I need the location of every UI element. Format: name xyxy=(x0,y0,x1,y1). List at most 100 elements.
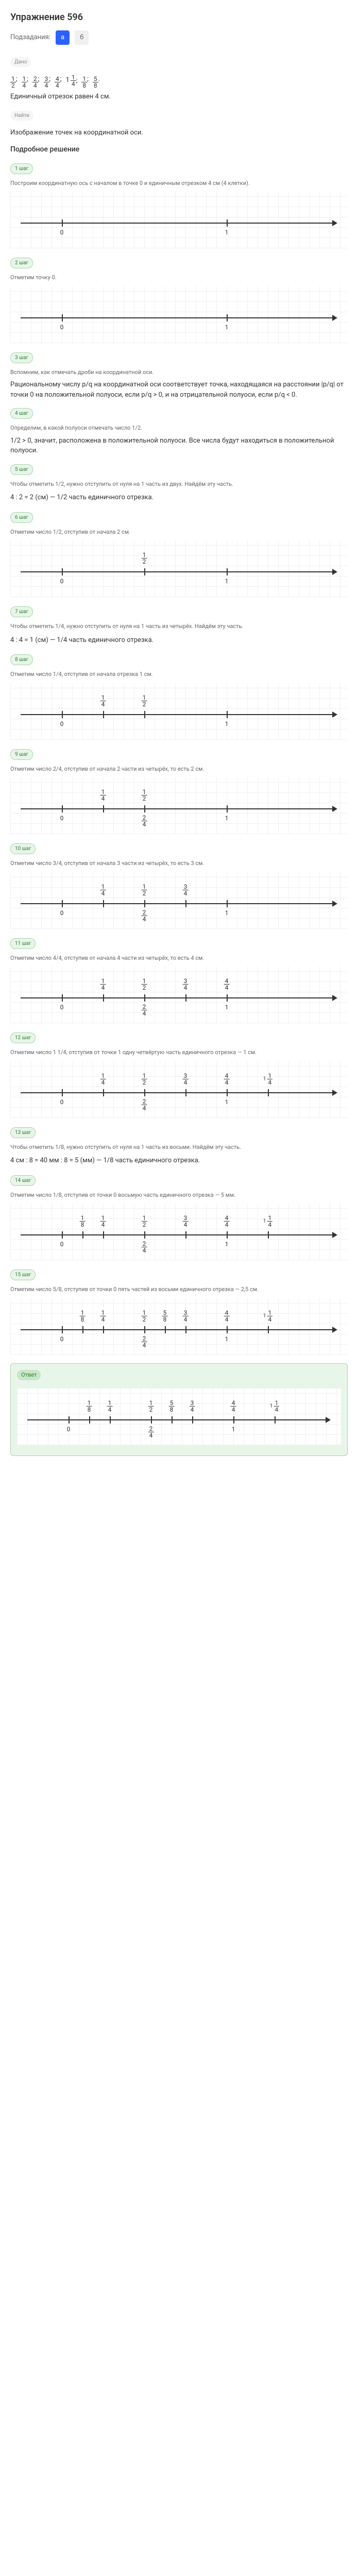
step: 7 шаг Чтобы отметить 1/4, нужно отступить… xyxy=(10,601,348,645)
tick xyxy=(144,805,145,812)
number-line: 01 xyxy=(21,217,337,238)
step-badge: 4 шаг xyxy=(10,408,33,419)
tick xyxy=(144,1326,145,1333)
tick-top-label: 34 xyxy=(183,1310,189,1323)
step-text: Отметим число 4/4, отступив от начала 4 … xyxy=(10,954,348,963)
tick-label: 0 xyxy=(60,1003,64,1012)
tick-top-label: 34 xyxy=(183,884,189,896)
tick-bottom-label: 24 xyxy=(142,1241,147,1253)
tick xyxy=(62,219,63,227)
step: 3 шагВспомним, как отмечать дроби на коо… xyxy=(10,347,348,400)
tick-top-label: 44 xyxy=(224,1073,230,1086)
step-grid: 01814122434144114 xyxy=(10,1204,348,1260)
number-line: 01 xyxy=(21,312,337,333)
tabs-row: Подзадания: а б xyxy=(10,30,348,45)
tick-top-label: 18 xyxy=(80,1215,86,1228)
number-line: 01814122434144114 xyxy=(21,1229,337,1250)
tick-label: 1 xyxy=(225,1334,229,1344)
tick xyxy=(89,1416,90,1423)
step: 4 шагОпределим, в какой полуоси отмечать… xyxy=(10,403,348,456)
tick-label: 1 xyxy=(225,1003,229,1012)
tick-top-label: 44 xyxy=(224,978,230,991)
tick-top-label: 12 xyxy=(142,1310,147,1323)
tick xyxy=(227,568,228,575)
given-fraction: 24; xyxy=(32,74,40,89)
given-fraction: 34; xyxy=(44,74,51,89)
tick xyxy=(69,1416,70,1423)
number-line: 01412241 xyxy=(21,803,337,824)
tick-top-label: 34 xyxy=(183,978,189,991)
tick xyxy=(165,1326,166,1333)
step-grid: 0181412245834144114 xyxy=(10,1298,348,1355)
tick-bottom-label: 24 xyxy=(142,1098,147,1111)
solution-heading: Подробное решение xyxy=(10,144,348,155)
tick xyxy=(227,219,228,227)
step-badge: 15 шаг xyxy=(10,1269,36,1280)
step-badge: 7 шаг xyxy=(10,606,33,617)
tick-label: 1 xyxy=(225,908,229,918)
step-text: Чтобы отметить 1/2, нужно отступить от н… xyxy=(10,480,348,489)
tab-b[interactable]: б xyxy=(75,30,89,45)
number-line: 0121 xyxy=(21,566,337,587)
tick xyxy=(227,900,228,907)
tick-top-label: 34 xyxy=(183,1073,189,1086)
tick xyxy=(268,1231,269,1239)
step-grid: 014122434144 xyxy=(10,967,348,1023)
tick xyxy=(227,711,228,718)
tick-top-label: 12 xyxy=(142,1073,147,1086)
step: 11 шагОтметим число 4/4, отступив от нач… xyxy=(10,933,348,1024)
tick-bottom-label: 24 xyxy=(142,1335,147,1348)
step-badge: 1 шаг xyxy=(10,163,33,174)
step-grid: 014122434144114 xyxy=(10,1061,348,1118)
tick-label: 0 xyxy=(60,719,64,728)
step: 14 шагОтметим число 1/8, отступив от точ… xyxy=(10,1170,348,1261)
tick xyxy=(103,900,104,907)
tick xyxy=(268,1326,269,1333)
tick-top-label: 58 xyxy=(162,1310,168,1323)
tick xyxy=(62,1089,63,1096)
tick xyxy=(103,805,104,812)
tick-bottom-label: 24 xyxy=(142,909,147,922)
step-text: Отметим точку 0. xyxy=(10,274,348,282)
tick-label: 1 xyxy=(225,1240,229,1249)
given-fraction: 18; xyxy=(81,74,89,89)
step-grid: 0141224341 xyxy=(10,872,348,929)
tick-top-label: 14 xyxy=(107,1400,113,1413)
tick xyxy=(103,994,104,1002)
tick xyxy=(62,568,63,575)
given-fraction: 114; xyxy=(66,74,78,89)
tick-label: 0 xyxy=(60,577,64,586)
tick-top-label: 14 xyxy=(100,1310,106,1323)
tick-bottom-label: 24 xyxy=(142,815,147,827)
step-grid: 01 xyxy=(10,286,348,343)
step: 1 шагПостроим координатную ось с началом… xyxy=(10,158,348,249)
step-text: Чтобы отметить 1/4, нужно отступить от н… xyxy=(10,622,348,631)
tick-top-label: 44 xyxy=(224,1215,230,1228)
tick xyxy=(144,1231,145,1239)
step-badge: 12 шаг xyxy=(10,1032,36,1043)
tab-a[interactable]: а xyxy=(56,30,70,45)
tick-top-label: 12 xyxy=(142,694,147,707)
tick-label: 0 xyxy=(60,1097,64,1107)
tick-label: 0 xyxy=(60,228,64,237)
step: 8 шагОтметим число 1/4, отступив от нача… xyxy=(10,649,348,740)
tick xyxy=(185,1326,186,1333)
tick-top-label: 12 xyxy=(142,978,147,991)
tick-top-label: 58 xyxy=(169,1400,175,1413)
tick-label: 0 xyxy=(67,1425,71,1434)
step-text: Отметим число 1 1/4, отступив от точки 1… xyxy=(10,1048,348,1057)
tick-top-label: 18 xyxy=(80,1310,86,1323)
tick xyxy=(144,900,145,907)
step-grid: 01 xyxy=(10,192,348,248)
tick xyxy=(103,1231,104,1239)
tick xyxy=(227,1326,228,1333)
tick xyxy=(110,1416,111,1423)
number-line: 0141224341 xyxy=(21,898,337,919)
tick xyxy=(144,1089,145,1096)
number-line: 014121 xyxy=(21,709,337,730)
given-fraction: 12; xyxy=(10,74,18,89)
tick-label: 1 xyxy=(232,1425,235,1434)
step-badge: 2 шаг xyxy=(10,258,33,268)
tick xyxy=(185,1231,186,1239)
step-text: Отметим число 5/8, отступив от точки 0 п… xyxy=(10,1285,348,1294)
